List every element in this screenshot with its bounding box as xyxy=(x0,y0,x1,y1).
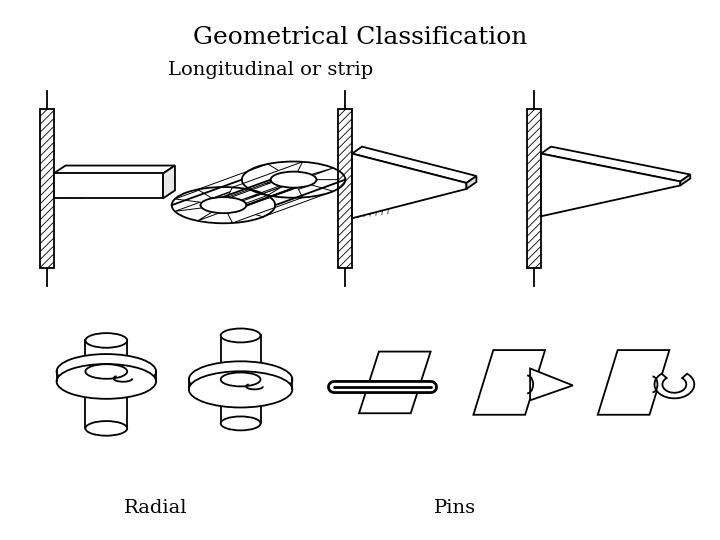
Ellipse shape xyxy=(189,361,292,397)
Ellipse shape xyxy=(271,172,317,188)
Polygon shape xyxy=(241,185,333,217)
Polygon shape xyxy=(541,153,680,217)
Polygon shape xyxy=(530,368,573,400)
Polygon shape xyxy=(598,350,670,415)
Polygon shape xyxy=(541,147,690,181)
Bar xyxy=(527,109,541,268)
Polygon shape xyxy=(680,174,690,185)
Text: Longitudinal or strip: Longitudinal or strip xyxy=(168,61,373,79)
Polygon shape xyxy=(359,352,431,413)
Polygon shape xyxy=(163,166,175,198)
Ellipse shape xyxy=(201,197,246,213)
Polygon shape xyxy=(228,162,302,197)
Polygon shape xyxy=(197,187,282,221)
Ellipse shape xyxy=(221,416,261,430)
Polygon shape xyxy=(654,374,694,399)
Ellipse shape xyxy=(57,354,156,389)
Polygon shape xyxy=(352,153,467,218)
Polygon shape xyxy=(53,173,163,198)
Ellipse shape xyxy=(189,372,292,408)
Text: Pins: Pins xyxy=(433,499,476,517)
Polygon shape xyxy=(175,173,272,202)
Polygon shape xyxy=(241,168,333,200)
Ellipse shape xyxy=(86,364,127,379)
Polygon shape xyxy=(53,166,175,173)
Polygon shape xyxy=(467,176,477,189)
Polygon shape xyxy=(175,183,272,211)
Polygon shape xyxy=(228,187,302,223)
Polygon shape xyxy=(197,164,282,198)
Ellipse shape xyxy=(221,373,261,387)
Ellipse shape xyxy=(57,364,156,399)
Text: Geometrical Classification: Geometrical Classification xyxy=(193,26,527,49)
Bar xyxy=(40,109,53,268)
Ellipse shape xyxy=(86,421,127,436)
Polygon shape xyxy=(474,350,545,415)
Bar xyxy=(338,109,352,268)
Polygon shape xyxy=(246,180,346,205)
Ellipse shape xyxy=(86,333,127,348)
Polygon shape xyxy=(352,147,477,183)
Text: Radial: Radial xyxy=(125,499,188,517)
Ellipse shape xyxy=(221,328,261,342)
